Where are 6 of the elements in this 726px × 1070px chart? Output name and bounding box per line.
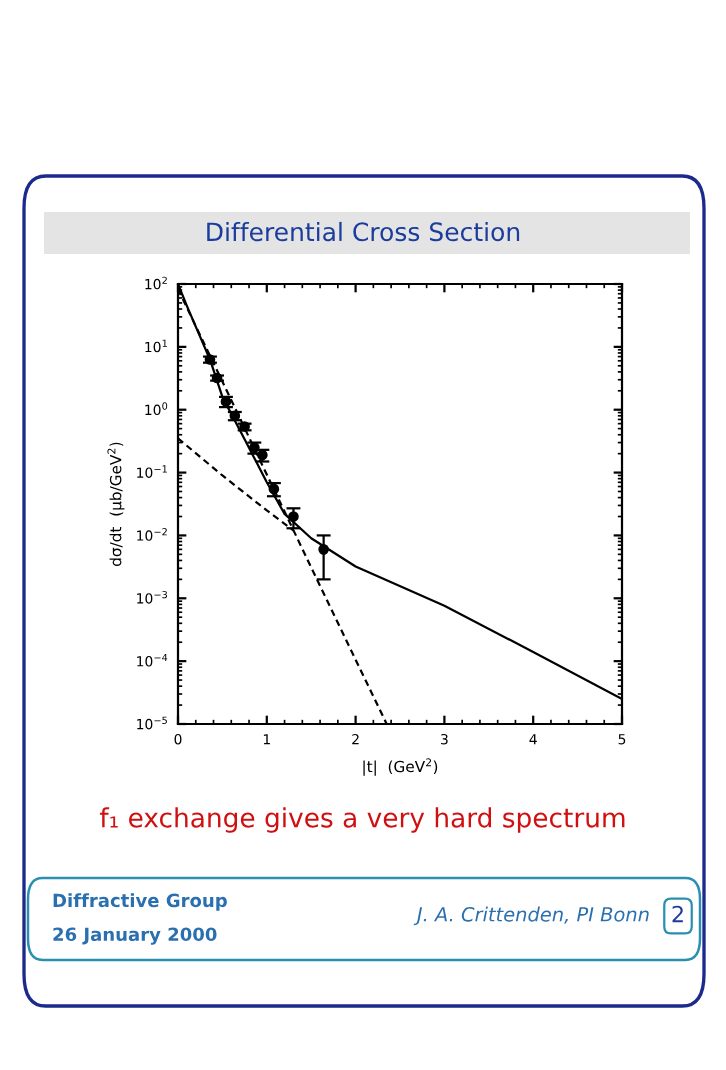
text: f₁ exchange gives a very hard spectrum xyxy=(99,807,625,833)
text: Diffractive Group xyxy=(53,893,227,911)
text: 2 xyxy=(672,905,683,923)
chart-title: Differential Cross Section xyxy=(207,221,520,242)
text: J. A. Crittenden, PI Bonn xyxy=(413,906,649,926)
text: 26 January 2000 xyxy=(53,927,217,945)
